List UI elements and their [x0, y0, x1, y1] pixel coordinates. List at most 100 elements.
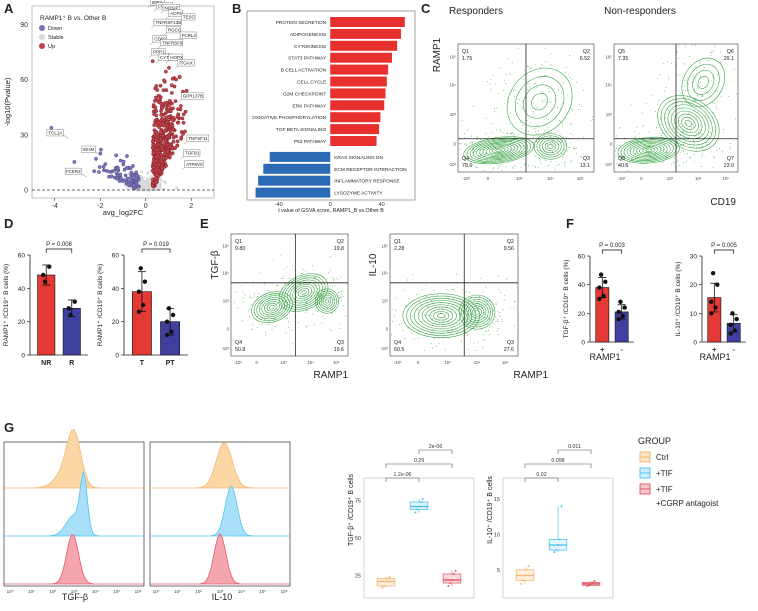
- flow-nonresponders-event: [694, 44, 696, 46]
- flow-il10-event: [476, 303, 478, 305]
- flow-responders-event: [504, 79, 505, 81]
- barplot-category-label: NR: [41, 360, 51, 367]
- flow-il10-event: [442, 308, 444, 309]
- flow-il10-contour: [463, 298, 491, 326]
- flow-tgfb-event: [282, 307, 284, 309]
- flow-tgfb-event: [268, 302, 270, 304]
- flow-nonresponders-event: [699, 61, 701, 62]
- flow-il10-event: [499, 291, 501, 293]
- flow-nonresponders-xtick-label: 0: [640, 176, 643, 181]
- flow-nonresponders-event: [669, 97, 671, 98]
- flow-responders-event: [513, 89, 514, 91]
- flow-tgfb-event: [317, 309, 319, 311]
- flow-il10-event: [395, 310, 397, 312]
- flow-il10-event: [481, 305, 482, 307]
- flow-il10-event: [446, 289, 448, 290]
- flow-responders-event: [513, 165, 515, 167]
- flow-responders-event: [539, 67, 541, 68]
- flow-responders-event: [561, 126, 563, 128]
- volcano-point-up: [153, 180, 158, 185]
- gsva-axis: -40 0 40: [275, 202, 385, 208]
- flow-responders-event: [459, 149, 461, 151]
- flow-il10-contour: [425, 306, 457, 325]
- flow-responders-event: [507, 162, 509, 164]
- flow-il10-event: [426, 306, 428, 308]
- flow-responders-event: [480, 154, 482, 155]
- flow-nonresponders-event: [694, 109, 695, 111]
- flow-responders-event: [537, 157, 539, 159]
- flow-tgfb-event: [327, 292, 329, 294]
- legend-tif-cgrp-extra: +CGRP antagoist: [656, 499, 719, 508]
- flow-responders-event: [499, 129, 501, 131]
- flow-responders-event: [522, 100, 524, 102]
- flow-responders-event: [532, 137, 534, 139]
- flow-responders-quadrant-name: Q1: [462, 49, 469, 55]
- volcano-point-up: [175, 114, 180, 119]
- flow-tgfb-event: [305, 275, 307, 276]
- flow-responders-event: [568, 146, 570, 148]
- flow-responders-event: [485, 132, 487, 134]
- volcano-point-up: [153, 129, 158, 134]
- flow-responders-event: [507, 133, 508, 134]
- flow-responders-event: [578, 104, 580, 106]
- flow-nonresponders-event: [706, 144, 708, 146]
- flow-tgfb-event: [320, 322, 322, 324]
- flow-nonresponders-event: [636, 126, 638, 128]
- flow-tgfb-event: [288, 277, 290, 279]
- flow-tgfb-ytick-label: 10⁵: [222, 244, 229, 249]
- flow-responders-event: [564, 149, 566, 151]
- box-il10-sig-bracket: [557, 449, 592, 454]
- flow-responders-event: [493, 144, 494, 146]
- gsva-bar-label: CELL CYCLE: [297, 80, 326, 86]
- flow-il10-event: [484, 300, 485, 302]
- flow-responders-event: [552, 141, 554, 143]
- flow-tgfb-event: [270, 294, 271, 296]
- flow-responders-xtick-label: 10⁵: [577, 176, 584, 181]
- flow-tgfb-event: [339, 324, 340, 325]
- flow-responders-event: [537, 125, 539, 126]
- flow-tgfb-event: [274, 304, 276, 306]
- flow-responders-event: [493, 146, 495, 148]
- flow-il10-event: [502, 309, 504, 311]
- flow-il10-event: [475, 350, 477, 351]
- flow-tgfb-event: [333, 280, 335, 282]
- flow-tgfb-event: [235, 291, 237, 293]
- flow-tgfb-event: [264, 296, 266, 297]
- panel-c-flow: Responders Non-responders RAMP1 CD19 Q11…: [432, 6, 739, 208]
- panel-letter-f: F: [566, 216, 574, 231]
- f1-xlabel: RAMP1: [589, 352, 620, 362]
- flow-responders-event: [570, 108, 572, 109]
- flow-nonresponders-event: [682, 63, 684, 65]
- flow-il10-event: [468, 310, 470, 312]
- flow-tgfb-quadrant-pct: 50.8: [235, 347, 245, 353]
- gsva-bar: [330, 52, 392, 63]
- flow-il10-event: [457, 303, 459, 305]
- flow-tgfb-xtick-label: -10³: [234, 360, 242, 365]
- flow-il10-event: [489, 325, 491, 327]
- flow-nonresponders-event: [722, 129, 724, 130]
- volcano-point-up: [159, 101, 164, 106]
- flow-tgfb-event: [313, 274, 315, 276]
- flow-responders-event: [473, 151, 475, 153]
- gsva-xtick-label: 0: [329, 202, 332, 208]
- volcano-point-down: [133, 176, 138, 181]
- flow-nonresponders-event: [661, 134, 663, 136]
- flow-il10-event: [497, 311, 499, 313]
- flow-responders-event: [514, 137, 516, 139]
- flow-tgfb-event: [328, 291, 330, 293]
- flow-nonresponders-event: [685, 123, 687, 124]
- volcano-xtick-label: 2: [189, 203, 193, 210]
- flow-il10-event: [476, 323, 478, 325]
- flow-responders-event: [464, 162, 466, 164]
- flow-tgfb-event: [305, 270, 307, 272]
- flow-tgfb-event: [266, 305, 268, 307]
- flow-nonresponders-event: [668, 79, 670, 81]
- flow-nonresponders-event: [655, 127, 657, 129]
- flow-il10-event: [426, 296, 427, 298]
- gene-label-box: [152, 35, 167, 43]
- volcano-point-up: [162, 141, 167, 146]
- flow-il10-event: [453, 291, 455, 293]
- flow-responders-event: [460, 143, 462, 145]
- volcano-point-up: [174, 134, 178, 139]
- flow-tgfb-contour: [316, 290, 337, 312]
